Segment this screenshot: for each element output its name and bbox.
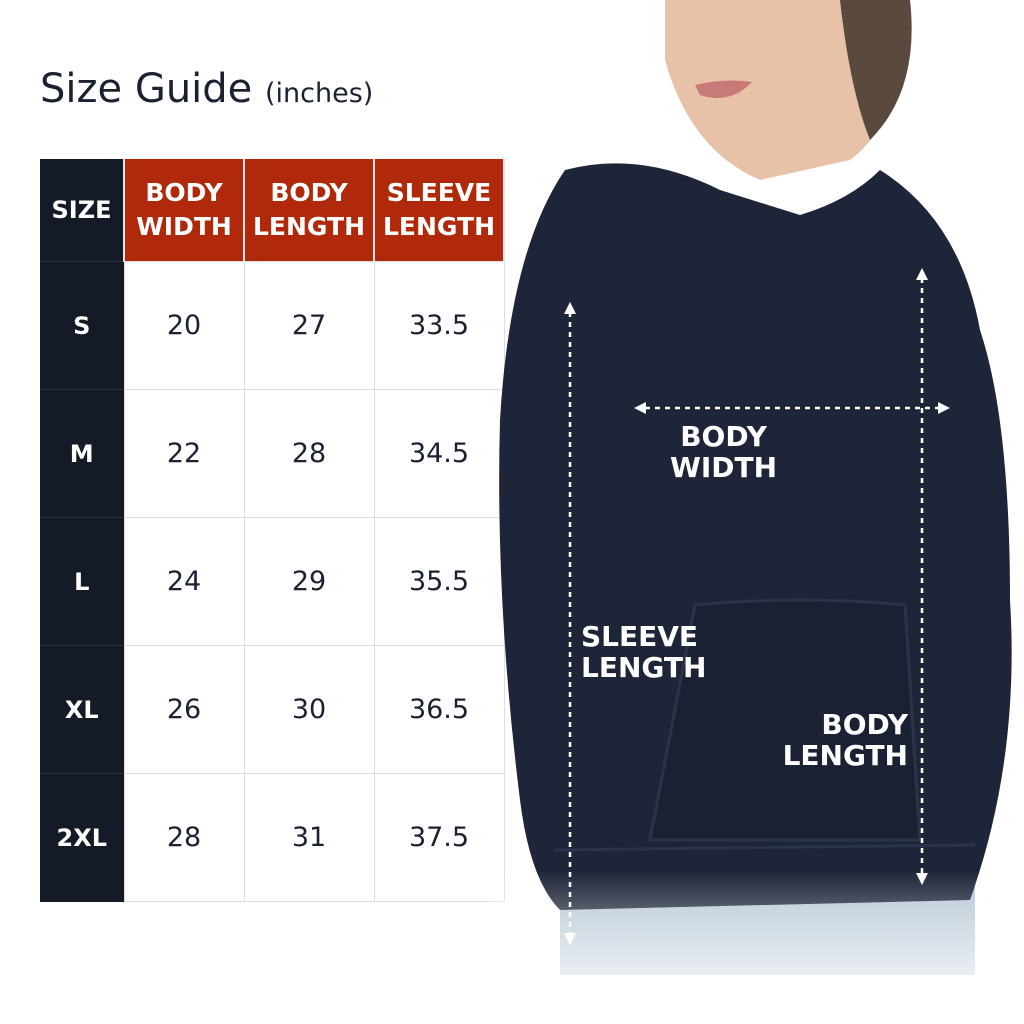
header-line: SIZE xyxy=(51,196,112,224)
table-row: S 20 27 33.5 xyxy=(40,261,505,390)
measurement-cell: 35.5 xyxy=(373,517,505,646)
measurement-cell: 28 xyxy=(123,773,245,902)
measurement-cell: 33.5 xyxy=(373,261,505,390)
measure-arrows xyxy=(568,278,940,935)
size-table: SIZE BODY WIDTH BODY LENGTH SLEEVE LENGTH S 20 2… xyxy=(40,159,505,902)
measurement-cell: 28 xyxy=(243,389,375,518)
header-line: BODY xyxy=(145,178,223,207)
measurement-cell: 30 xyxy=(243,645,375,774)
label-line: LENGTH xyxy=(782,739,908,772)
header-line: LENGTH xyxy=(253,212,365,241)
measurement-cell: 34.5 xyxy=(373,389,505,518)
measurement-cell: 37.5 xyxy=(373,773,505,902)
measurement-cell: 31 xyxy=(243,773,375,902)
measurement-cell: 27 xyxy=(243,261,375,390)
label-line: WIDTH xyxy=(670,451,778,484)
header-line: LENGTH xyxy=(383,212,495,241)
size-cell: XL xyxy=(40,645,124,774)
size-cell: 2XL xyxy=(40,773,124,902)
column-header: BODY WIDTH xyxy=(124,159,245,262)
title-text: Size Guide xyxy=(40,66,253,112)
measurement-cell: 29 xyxy=(243,517,375,646)
body-length-label: BODY LENGTH xyxy=(781,709,908,771)
label-line: BODY xyxy=(821,708,908,741)
table-row: L 24 29 35.5 xyxy=(40,517,505,646)
header-line: SLEEVE xyxy=(386,178,492,207)
label-line: LENGTH xyxy=(581,651,707,684)
body-width-label: BODY WIDTH xyxy=(670,421,777,483)
measurement-cell: 26 xyxy=(123,645,245,774)
page-title: Size Guide (inches) xyxy=(40,66,373,112)
measurement-cell: 24 xyxy=(123,517,245,646)
measurement-cell: 20 xyxy=(123,261,245,390)
size-cell: L xyxy=(40,517,124,646)
label-line: BODY xyxy=(680,420,767,453)
header-line: WIDTH xyxy=(136,212,232,241)
measurement-cell: 36.5 xyxy=(373,645,505,774)
hoodie-model-photo xyxy=(490,0,1024,1024)
label-line: SLEEVE xyxy=(581,620,699,653)
table-row: M 22 28 34.5 xyxy=(40,389,505,518)
column-header: SLEEVE LENGTH xyxy=(374,159,505,262)
sleeve-length-label: SLEEVE LENGTH xyxy=(581,621,706,683)
table-row: 2XL 28 31 37.5 xyxy=(40,773,505,902)
column-header: BODY LENGTH xyxy=(244,159,375,262)
column-header: SIZE xyxy=(40,159,125,262)
measurement-cell: 22 xyxy=(123,389,245,518)
header-line: BODY xyxy=(270,178,348,207)
table-row: XL 26 30 36.5 xyxy=(40,645,505,774)
size-cell: S xyxy=(40,261,124,390)
size-cell: M xyxy=(40,389,124,518)
title-unit: (inches) xyxy=(265,78,374,109)
